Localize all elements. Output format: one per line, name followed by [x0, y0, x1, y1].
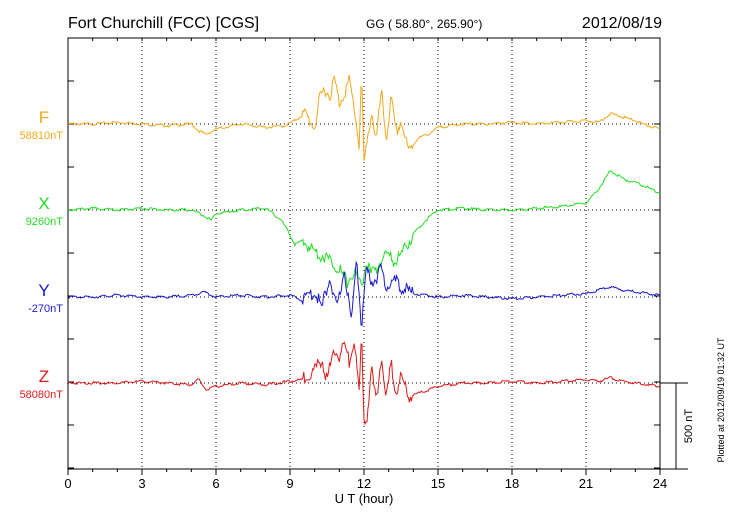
scale-bar: 500 nT	[660, 382, 695, 470]
trace-y	[68, 260, 661, 327]
x-tick-label: 9	[286, 476, 293, 491]
plotted-at-note: Plotted at 2012/09/19 01:32 UT	[716, 337, 726, 463]
trace-f	[67, 74, 661, 161]
component-label-y: Y	[38, 281, 49, 300]
x-tick-label: 6	[212, 476, 219, 491]
component-baseline-f: 58810nT	[20, 130, 64, 142]
component-baseline-y: -270nT	[28, 303, 63, 315]
x-tick-label: 3	[138, 476, 145, 491]
trace-x	[67, 170, 661, 289]
component-labels: F 58810nT X 9260nT Y -270nT Z 58080nT	[20, 108, 64, 401]
component-baseline-z: 58080nT	[20, 389, 64, 401]
station-title: Fort Churchill (FCC) [CGS]	[68, 15, 259, 32]
component-label-f: F	[39, 108, 49, 127]
component-baseline-x: 9260nT	[26, 216, 64, 228]
x-tick-label: 24	[653, 476, 667, 491]
x-tick-label: 15	[431, 476, 445, 491]
x-tick-label: 12	[357, 476, 371, 491]
component-traces	[67, 74, 661, 426]
x-tick-label: 18	[505, 476, 519, 491]
x-tick-label: 21	[579, 476, 593, 491]
station-coords: GG ( 58.80°, 265.90°)	[366, 17, 482, 31]
component-label-z: Z	[39, 367, 49, 386]
x-tick-label: 0	[64, 476, 71, 491]
axis-ticks	[67, 38, 661, 475]
scale-bar-label: 500 nT	[683, 409, 695, 444]
component-label-x: X	[38, 194, 49, 213]
trace-z	[67, 341, 661, 426]
x-tick-labels: 0 3 6 9 12 15 18 21 24	[64, 476, 667, 491]
x-axis-title: U T (hour)	[335, 491, 394, 506]
plot-date: 2012/08/19	[582, 15, 662, 32]
